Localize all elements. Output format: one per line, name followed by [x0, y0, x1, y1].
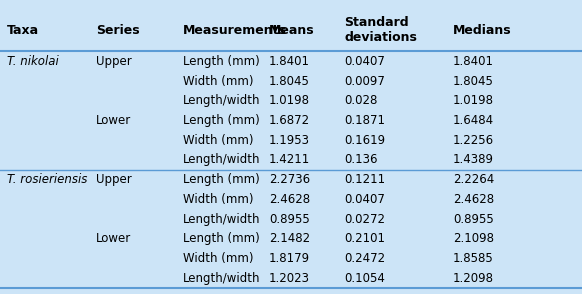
Text: 0.2101: 0.2101 — [345, 232, 385, 245]
Text: 1.8179: 1.8179 — [269, 252, 310, 265]
Text: 0.1054: 0.1054 — [345, 272, 385, 285]
Text: 2.1098: 2.1098 — [453, 232, 494, 245]
Text: 1.2256: 1.2256 — [453, 134, 494, 147]
Text: T. nikolai: T. nikolai — [7, 55, 59, 68]
Text: Lower: Lower — [96, 114, 132, 127]
Text: 1.4211: 1.4211 — [269, 153, 310, 166]
Text: 1.8401: 1.8401 — [269, 55, 310, 68]
Text: Length (mm): Length (mm) — [183, 114, 260, 127]
Text: Length (mm): Length (mm) — [183, 173, 260, 186]
Text: 1.8585: 1.8585 — [453, 252, 494, 265]
Text: 2.2264: 2.2264 — [453, 173, 494, 186]
Text: Lower: Lower — [96, 232, 132, 245]
Text: 0.028: 0.028 — [345, 94, 378, 107]
Text: 1.1953: 1.1953 — [269, 134, 310, 147]
Text: Length/width: Length/width — [183, 272, 261, 285]
Text: 2.4628: 2.4628 — [269, 193, 310, 206]
Text: 0.136: 0.136 — [345, 153, 378, 166]
Text: Measurements: Measurements — [183, 24, 287, 37]
Text: 0.8955: 0.8955 — [269, 213, 310, 225]
Text: Length/width: Length/width — [183, 153, 261, 166]
Text: 2.2736: 2.2736 — [269, 173, 310, 186]
Text: 0.2472: 0.2472 — [345, 252, 386, 265]
Text: 0.0407: 0.0407 — [345, 193, 385, 206]
Text: 0.8955: 0.8955 — [453, 213, 494, 225]
Text: Length (mm): Length (mm) — [183, 232, 260, 245]
Text: 1.8401: 1.8401 — [453, 55, 494, 68]
Text: Medians: Medians — [453, 24, 512, 37]
Text: Upper: Upper — [96, 173, 132, 186]
Text: Width (mm): Width (mm) — [183, 193, 254, 206]
Text: Width (mm): Width (mm) — [183, 134, 254, 147]
Text: T. rosieriensis: T. rosieriensis — [7, 173, 87, 186]
Text: 0.0097: 0.0097 — [345, 75, 385, 88]
Text: Width (mm): Width (mm) — [183, 252, 254, 265]
Text: Taxa: Taxa — [7, 24, 39, 37]
Text: 2.4628: 2.4628 — [453, 193, 494, 206]
Text: Width (mm): Width (mm) — [183, 75, 254, 88]
Text: Length/width: Length/width — [183, 94, 261, 107]
Text: 1.0198: 1.0198 — [269, 94, 310, 107]
Text: 1.8045: 1.8045 — [453, 75, 494, 88]
Text: Series: Series — [96, 24, 140, 37]
Text: Upper: Upper — [96, 55, 132, 68]
Text: 0.0272: 0.0272 — [345, 213, 385, 225]
Text: 1.8045: 1.8045 — [269, 75, 310, 88]
Text: 1.4389: 1.4389 — [453, 153, 494, 166]
Text: Length (mm): Length (mm) — [183, 55, 260, 68]
Text: 1.6484: 1.6484 — [453, 114, 494, 127]
Text: Length/width: Length/width — [183, 213, 261, 225]
Text: 1.0198: 1.0198 — [453, 94, 494, 107]
Text: Means: Means — [269, 24, 314, 37]
Text: 0.1871: 0.1871 — [345, 114, 385, 127]
Text: 1.6872: 1.6872 — [269, 114, 310, 127]
Text: 0.1211: 0.1211 — [345, 173, 386, 186]
Text: 0.0407: 0.0407 — [345, 55, 385, 68]
Text: Standard
deviations: Standard deviations — [345, 16, 417, 44]
Text: 2.1482: 2.1482 — [269, 232, 310, 245]
Text: 0.1619: 0.1619 — [345, 134, 386, 147]
Text: 1.2023: 1.2023 — [269, 272, 310, 285]
Text: 1.2098: 1.2098 — [453, 272, 494, 285]
